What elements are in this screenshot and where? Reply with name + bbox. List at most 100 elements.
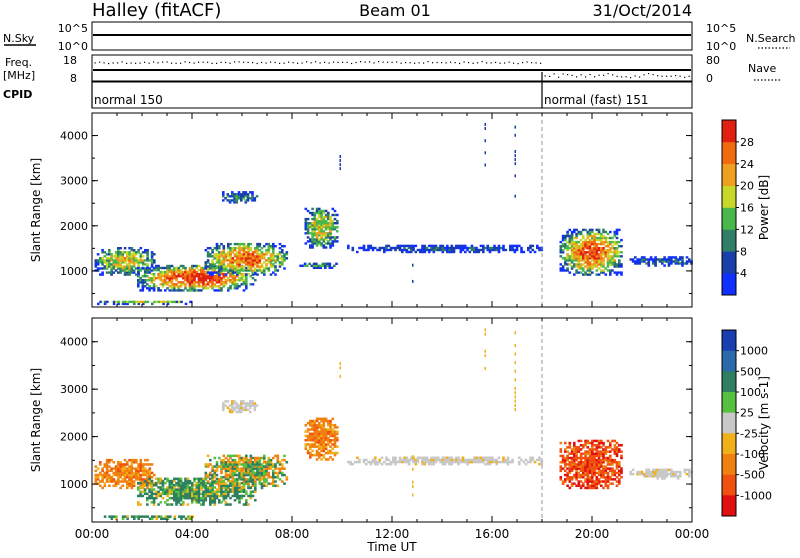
echo-cell (647, 472, 651, 476)
echo-cell (604, 471, 608, 475)
echo-cell (333, 439, 337, 442)
echo-cell (450, 244, 454, 248)
echo-cell (311, 421, 314, 425)
echo-cell (676, 258, 680, 261)
echo-cell (184, 490, 187, 493)
echo-cell (184, 484, 187, 487)
echo-cell (591, 265, 594, 268)
echo-cell (144, 478, 147, 481)
echo-cell (600, 471, 603, 475)
echo-cell (168, 503, 172, 506)
echo-cell (173, 517, 177, 520)
echo-cell (247, 467, 250, 470)
echo-cell (260, 271, 264, 274)
echo-cell (502, 248, 505, 252)
echo-cell (333, 236, 337, 239)
date-title: 31/Oct/2014 (592, 1, 692, 20)
echo-cell (570, 234, 574, 238)
echo-cell (403, 248, 406, 252)
echo-cell (229, 263, 232, 266)
echo-cell (309, 456, 312, 459)
echo-cell (249, 242, 253, 246)
echo-cell (611, 482, 614, 485)
echo-cell (177, 287, 181, 290)
echo-cell (155, 266, 158, 270)
echo-cell (258, 482, 262, 485)
echo-cell (211, 478, 214, 481)
echo-cell (575, 232, 578, 236)
echo-cell (244, 199, 248, 202)
echo-cell (200, 289, 203, 292)
echo-cell (160, 517, 163, 520)
echo-cell (164, 289, 167, 292)
echo-cell (269, 273, 273, 276)
echo-cell (137, 281, 140, 284)
echo-cell (175, 289, 178, 292)
echo-cell (604, 456, 608, 460)
echo-cell (151, 517, 154, 520)
echo-cell (260, 486, 264, 490)
echo-cell (304, 219, 308, 223)
echo-cell (143, 285, 147, 288)
colorbar-tick-label: 1000 (740, 345, 768, 358)
echo-cell (161, 488, 165, 491)
nave-point (531, 62, 533, 64)
echo-cell (324, 213, 328, 217)
echo-cell (247, 486, 250, 490)
echo-cell (322, 234, 326, 237)
echo-cell (141, 261, 145, 264)
echo-cell (231, 249, 235, 252)
echo-cell (166, 494, 169, 498)
echo-cell (410, 248, 413, 252)
echo-cell (464, 244, 467, 248)
echo-cell (227, 277, 230, 280)
echo-cell (522, 250, 526, 254)
echo-cell (618, 482, 621, 485)
echo-cell (649, 470, 653, 474)
echo-cell (242, 249, 246, 252)
echo-cell (137, 302, 141, 306)
echo-cell (591, 448, 594, 451)
echo-cell (164, 279, 167, 282)
echo-cell (514, 133, 516, 137)
echo-cell (274, 269, 277, 272)
echo-cell (126, 517, 129, 520)
echo-cell (231, 261, 235, 264)
echo-cell (318, 443, 321, 446)
echo-cell (597, 273, 601, 276)
echo-cell (220, 488, 223, 491)
echo-cell (443, 456, 447, 459)
echo-cell (315, 449, 319, 453)
echo-cell (227, 484, 230, 487)
echo-cell (236, 285, 239, 288)
echo-cell (119, 473, 122, 477)
echo-cell (304, 228, 308, 231)
echo-cell (398, 246, 402, 250)
echo-cell (285, 461, 289, 464)
echo-cell (141, 275, 145, 278)
echo-cell (251, 494, 255, 498)
echo-cell (220, 287, 223, 290)
echo-cell (676, 475, 680, 478)
echo-cell (584, 465, 587, 468)
echo-cell (412, 493, 414, 497)
echo-cell (101, 273, 104, 276)
echo-cell (211, 266, 214, 270)
echo-cell (218, 255, 221, 258)
echo-cell (237, 404, 241, 407)
echo-cell (681, 260, 684, 263)
echo-cell (329, 428, 332, 431)
echo-cell (229, 463, 232, 466)
echo-cell (597, 230, 601, 234)
echo-cell (137, 266, 140, 270)
echo-cell (577, 446, 581, 449)
echo-cell (229, 242, 232, 246)
colorbar-tick-label: 100 (740, 386, 761, 399)
echo-cell (222, 259, 226, 262)
echo-cell (615, 446, 619, 449)
echo-cell (320, 432, 323, 436)
echo-cell (209, 484, 212, 487)
echo-cell (652, 470, 655, 474)
echo-cell (186, 272, 190, 276)
echo-cell (211, 279, 214, 282)
